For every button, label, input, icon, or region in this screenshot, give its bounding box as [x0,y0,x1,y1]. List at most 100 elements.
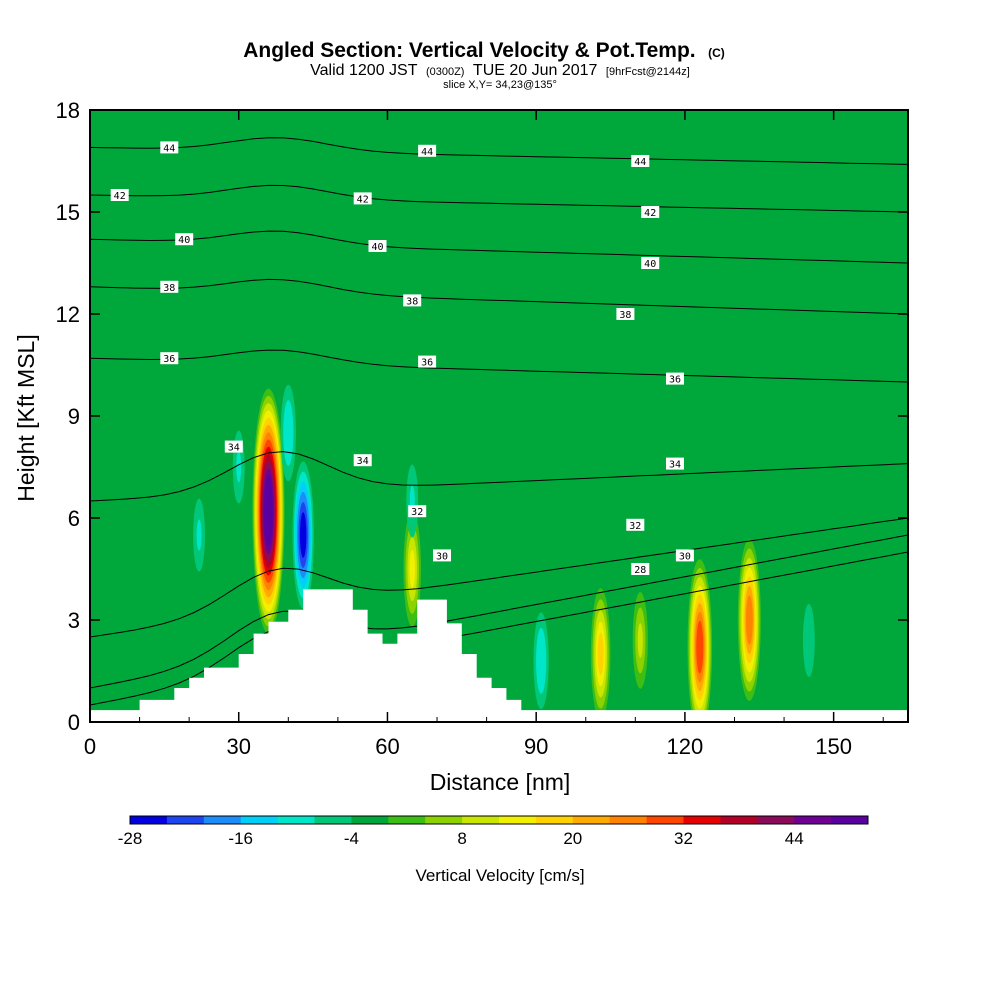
contour-label: 44 [160,141,179,154]
contour-label-text: 42 [114,191,126,202]
isentrope-42 [90,184,908,213]
contour-label-text: 44 [163,143,175,154]
contour-label-box [418,355,437,368]
colorbar-swatch [351,816,389,824]
velocity-cell [292,461,314,609]
valid-utc: (0300Z) [426,66,465,78]
colorbar-tick-label: 44 [785,829,804,848]
contour-label: 36 [418,355,437,369]
contour-label-text: 44 [421,147,433,158]
velocity-contour-fill [409,549,416,589]
chart-title-main: Angled Section: Vertical Velocity & Pot.… [243,39,695,62]
y-tick-label: 9 [68,404,80,429]
colorbar-swatch [277,816,315,824]
contour-label-text: 34 [228,443,240,454]
colorbar-swatch [499,816,537,824]
contour-label-box [641,257,660,269]
isentrope-lines [90,137,908,706]
contour-label: 40 [175,233,194,246]
velocity-cell [590,588,611,720]
y-tick-label: 18 [56,98,80,123]
velocity-cell [280,384,296,482]
y-tick-label: 12 [56,302,80,327]
contour-label-text: 42 [644,208,656,219]
forecast-info: [9hrFcst@2144z] [606,66,690,78]
contour-label: 36 [666,372,684,386]
contour-label-text: 36 [163,354,175,365]
contour-label-text: 32 [411,507,423,518]
contour-label-box [675,549,694,562]
colorbar-swatch [757,816,795,824]
x-tick-label: 0 [84,734,96,759]
contour-label-text: 36 [669,375,681,386]
terrain [90,589,908,722]
contour-label: 42 [353,192,372,205]
colorbar-swatch [646,816,684,824]
velocity-cell [737,539,761,701]
contour-label: 44 [631,155,650,168]
colorbar-swatch [203,816,242,824]
velocity-cell [802,604,815,677]
contour-label-box [433,549,451,562]
x-tick-label: 30 [226,734,250,759]
colorbar-tick-label: 20 [563,829,582,848]
isentrope-36 [90,349,908,383]
colorbar-swatch [425,816,463,824]
contour-label-box [353,192,372,205]
colorbar-swatch [720,816,758,824]
colorbar-ticks: -28 -16 -4 8 20 32 44 [118,829,804,848]
contour-label: 40 [368,240,387,253]
contour-label-box [641,206,660,218]
contour-label-box [616,308,635,320]
contour-label-box [666,457,684,470]
colorbar-label: Vertical Velocity [cm/s] [415,866,584,885]
colorbar-swatch [572,816,611,824]
chart-subtitle: Valid 1200 JST (0300Z) TUE 20 Jun 2017 [… [310,62,690,79]
contour-label: 38 [616,308,635,321]
contour-label: 36 [160,352,179,365]
isentrope-32 [90,517,908,638]
velocity-contour-fill [236,451,242,483]
contour-label-text: 32 [629,521,641,532]
valid-date: TUE 20 Jun 2017 [473,62,598,79]
velocity-contour-fill [196,519,202,551]
velocity-contour-fill [637,623,643,658]
contour-label-text: 38 [163,283,175,294]
contour-label-text: 38 [619,310,631,321]
colorbar-swatch [462,816,500,824]
contour-label-box [418,144,437,157]
x-tick-label: 90 [524,734,548,759]
x-axis-label: Distance [nm] [430,769,571,795]
contour-label-text: 28 [634,565,646,576]
velocity-contour-fill [285,415,291,451]
contour-label: 34 [666,457,684,471]
contour-label-text: 34 [669,460,681,471]
contour-label-box [160,280,179,293]
contour-label-box [626,518,645,531]
velocity-contour-fill [806,624,812,657]
colorbar-swatch [314,816,352,824]
plot-background [90,110,908,722]
colorbar-tick-label: -28 [118,829,143,848]
contour-label: 42 [110,189,129,202]
velocity-contour-fill [597,633,604,675]
colorbar-swatch [794,816,832,824]
vertical-velocity-shading [193,384,815,722]
velocity-contour-fill [696,620,704,674]
chart-title-unit: (C) [708,46,725,60]
contour-label: 34 [353,454,372,467]
colorbar-swatch [831,816,869,824]
velocity-cell [632,592,648,689]
velocity-cell [406,464,419,538]
colorbar-swatch [130,816,168,824]
contour-label: 38 [403,294,422,307]
contour-label-text: 40 [178,235,190,246]
isentrope-30 [90,534,908,689]
plot-area: 44 44 44 42 42 42 40 40 40 38 38 38 36 36 36 34 34 34 32 32… [90,110,908,722]
contour-label-text: 42 [357,194,369,205]
contour-labels: 44 44 44 42 42 42 40 40 40 38 38 38 36 36 36 34 34 34 32 32… [110,141,694,576]
contour-label-box [408,505,427,518]
colorbar-tick-label: -16 [228,829,253,848]
contour-label: 30 [675,549,694,562]
